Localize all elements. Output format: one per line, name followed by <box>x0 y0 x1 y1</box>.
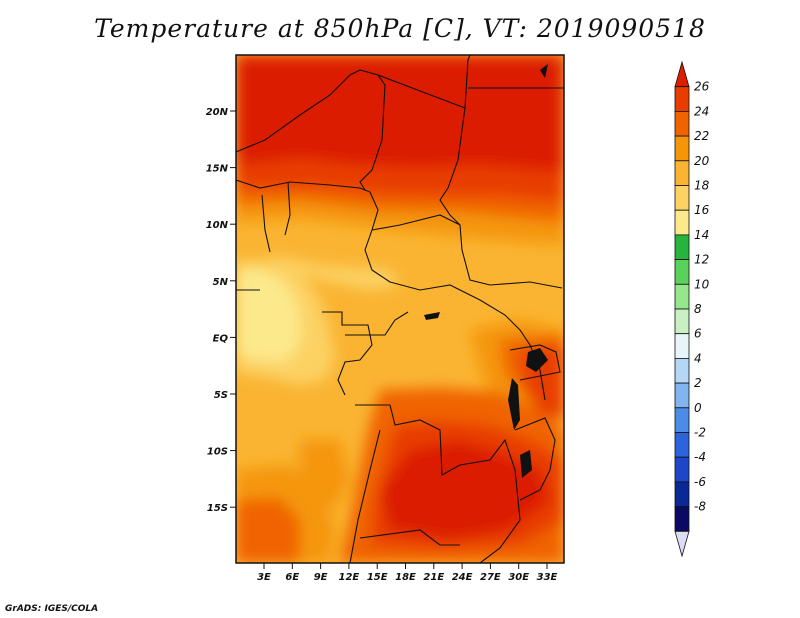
lat-tick-label: 10N <box>206 220 229 231</box>
colorbar-swatch <box>674 160 690 186</box>
colorbar-swatch <box>674 135 690 162</box>
colorbar-swatch <box>674 111 690 137</box>
colorbar-arrow-top <box>674 60 690 88</box>
colorbar-swatch <box>674 506 690 532</box>
colorbar-label: -8 <box>694 500 706 514</box>
colorbar-label: 10 <box>694 277 710 291</box>
lon-tick-label: 12E <box>339 572 360 583</box>
lat-tick-label: 10S <box>207 447 228 458</box>
colorbar-arrow-bottom <box>674 530 690 558</box>
lon-tick-label: 9E <box>314 572 328 583</box>
colorbar-label: 0 <box>694 401 702 415</box>
lat-tick-label: 20N <box>206 107 229 118</box>
grads-credit: GrADS: IGES/COLA <box>5 604 99 614</box>
chart-title: Temperature at 850hPa [C], VT: 201909051… <box>94 14 706 43</box>
lat-tick-label: 5S <box>214 390 228 401</box>
colorbar-label: 16 <box>694 203 710 217</box>
colorbar-swatch <box>674 456 690 483</box>
colorbar-label: 24 <box>694 104 709 118</box>
lon-tick-label: 15E <box>367 572 388 583</box>
lat-tick-label: 5N <box>213 277 229 288</box>
colorbar-label: 8 <box>694 302 702 316</box>
colorbar-label: 18 <box>694 179 710 193</box>
colorbar-label: -6 <box>694 475 706 489</box>
lon-tick-label: 30E <box>508 572 529 583</box>
colorbar-swatch <box>674 357 690 384</box>
colorbar-label: -2 <box>694 426 706 440</box>
colorbar-swatch <box>674 185 690 211</box>
lat-tick-label: EQ <box>213 333 229 344</box>
lon-tick-label: 24E <box>452 572 473 583</box>
lat-tick-label: 15S <box>207 503 228 514</box>
lon-tick-label: 27E <box>480 572 501 583</box>
colorbar-label: -4 <box>694 450 706 464</box>
colorbar-label: 14 <box>694 228 709 242</box>
colorbar-label: 12 <box>694 253 709 267</box>
lat-tick-label: 15N <box>206 164 229 175</box>
latitude-axis: 20N 15N 10N 5N EQ 5S 10S 15S <box>206 107 236 514</box>
lon-tick-label: 6E <box>285 572 299 583</box>
map-frame <box>235 54 565 564</box>
colorbar-label: 2 <box>694 376 702 390</box>
colorbar-swatch <box>674 308 690 335</box>
lon-tick-label: 18E <box>395 572 416 583</box>
lakes <box>424 64 548 478</box>
colorbar-swatch <box>674 234 690 260</box>
colorbar-swatch <box>674 481 690 507</box>
lon-tick-label: 33E <box>537 572 558 583</box>
colorbar-swatch <box>674 283 690 310</box>
colorbar-swatch <box>674 209 690 236</box>
colorbar-label: 6 <box>694 327 702 341</box>
colorbar-swatch <box>674 86 690 112</box>
colorbar-swatch <box>674 407 690 433</box>
country-borders <box>236 55 564 563</box>
colorbar-label: 22 <box>694 129 709 143</box>
temperature-field <box>236 55 564 563</box>
lon-tick-label: 21E <box>423 572 444 583</box>
colorbar-swatch <box>674 259 690 285</box>
lon-tick-label: 3E <box>257 572 271 583</box>
colorbar-label: 4 <box>694 351 702 365</box>
colorbar-swatch <box>674 382 690 409</box>
longitude-axis: 3E 6E 9E 12E 15E 18E 21E 24E 27E 30E 33E <box>257 563 558 583</box>
colorbar-swatch <box>674 333 690 359</box>
colorbar-label: 26 <box>694 80 710 94</box>
colorbar-swatch <box>674 432 690 458</box>
colorbar-label: 20 <box>694 154 710 168</box>
